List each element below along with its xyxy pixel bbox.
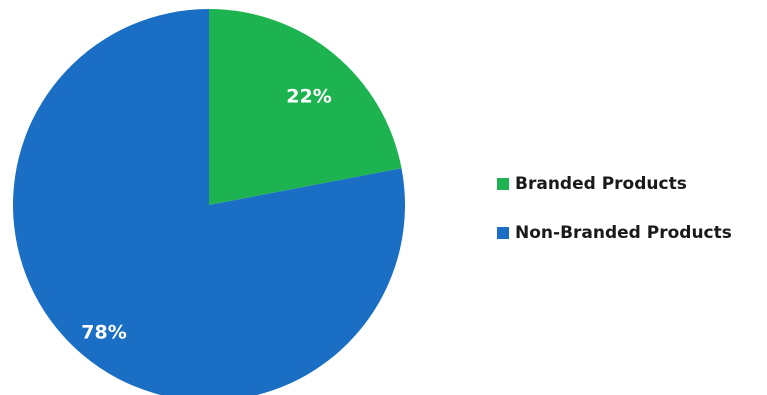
pie-slice-non-branded-products	[13, 9, 405, 395]
pie-slices	[13, 9, 405, 395]
legend-label: Non-Branded Products	[515, 223, 732, 243]
slice-value-label: 22%	[286, 86, 331, 108]
slice-labels: 22% 78%	[81, 86, 331, 344]
legend-swatch	[497, 178, 509, 190]
pie-slice-branded-products	[209, 9, 402, 205]
legend-swatch	[497, 227, 509, 239]
slice-value-label: 78%	[81, 322, 126, 344]
legend-label: Branded Products	[515, 174, 687, 194]
chart-legend: Branded Products Non-Branded Products	[497, 174, 732, 243]
